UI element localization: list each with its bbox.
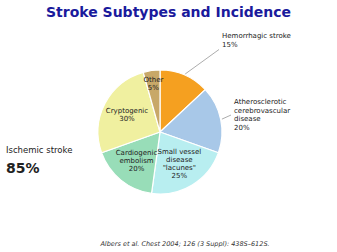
title: Stroke Subtypes and Incidence (46, 4, 291, 20)
annotation-line: Ischemic stroke (6, 145, 72, 155)
annotation-line: 85% (6, 160, 40, 176)
slice-label-line: Hemorrhagic stroke (222, 32, 291, 40)
slice-label: Hemorrhagic stroke15% (222, 32, 291, 49)
citation: Albers et al. Chest 2004; 126 (3 Suppl):… (99, 240, 269, 248)
slice-label: Other5% (143, 76, 163, 92)
slice-label-line: "lacunes" (163, 164, 196, 172)
leader-line (222, 115, 231, 119)
leader-line (185, 50, 219, 74)
slice-label-line: disease (166, 156, 193, 164)
slice-label: Small vesseldisease"lacunes"25% (157, 148, 201, 180)
annotation: Ischemic stroke (6, 145, 72, 155)
slice-label: Cryptogenic30% (106, 107, 149, 123)
slice-label-line: 5% (148, 84, 159, 92)
pie (98, 70, 222, 194)
slice-label: Cardiogenicembolism20% (116, 149, 158, 173)
slice-label-line: 20% (129, 165, 145, 173)
slice-label-line: cerebrovascular (234, 107, 290, 115)
slice-label-line: 20% (234, 124, 250, 132)
slice-label-line: embolism (119, 157, 153, 165)
slice-label-line: Cryptogenic (106, 107, 149, 115)
slice (98, 72, 160, 152)
citation-line: Albers et al. Chest 2004; 126 (3 Suppl):… (99, 240, 269, 248)
chart: Stroke Subtypes and Incidence Hemorrhagic… (0, 0, 337, 252)
slice-label-line: disease (234, 115, 261, 123)
slice-label-line: Small vessel (157, 148, 201, 156)
slice-label-line: 25% (172, 172, 188, 180)
slice-label-line: 30% (119, 115, 135, 123)
slice (152, 132, 219, 194)
annotation: 85% (6, 160, 40, 176)
slice-label: Atheroscleroticcerebrovasculardisease20% (234, 98, 290, 132)
slice-label-line: Atherosclerotic (234, 98, 287, 106)
slice-label-line: 15% (222, 40, 238, 48)
slice-label-line: Other (143, 76, 163, 84)
slice-label-line: Cardiogenic (116, 149, 158, 157)
